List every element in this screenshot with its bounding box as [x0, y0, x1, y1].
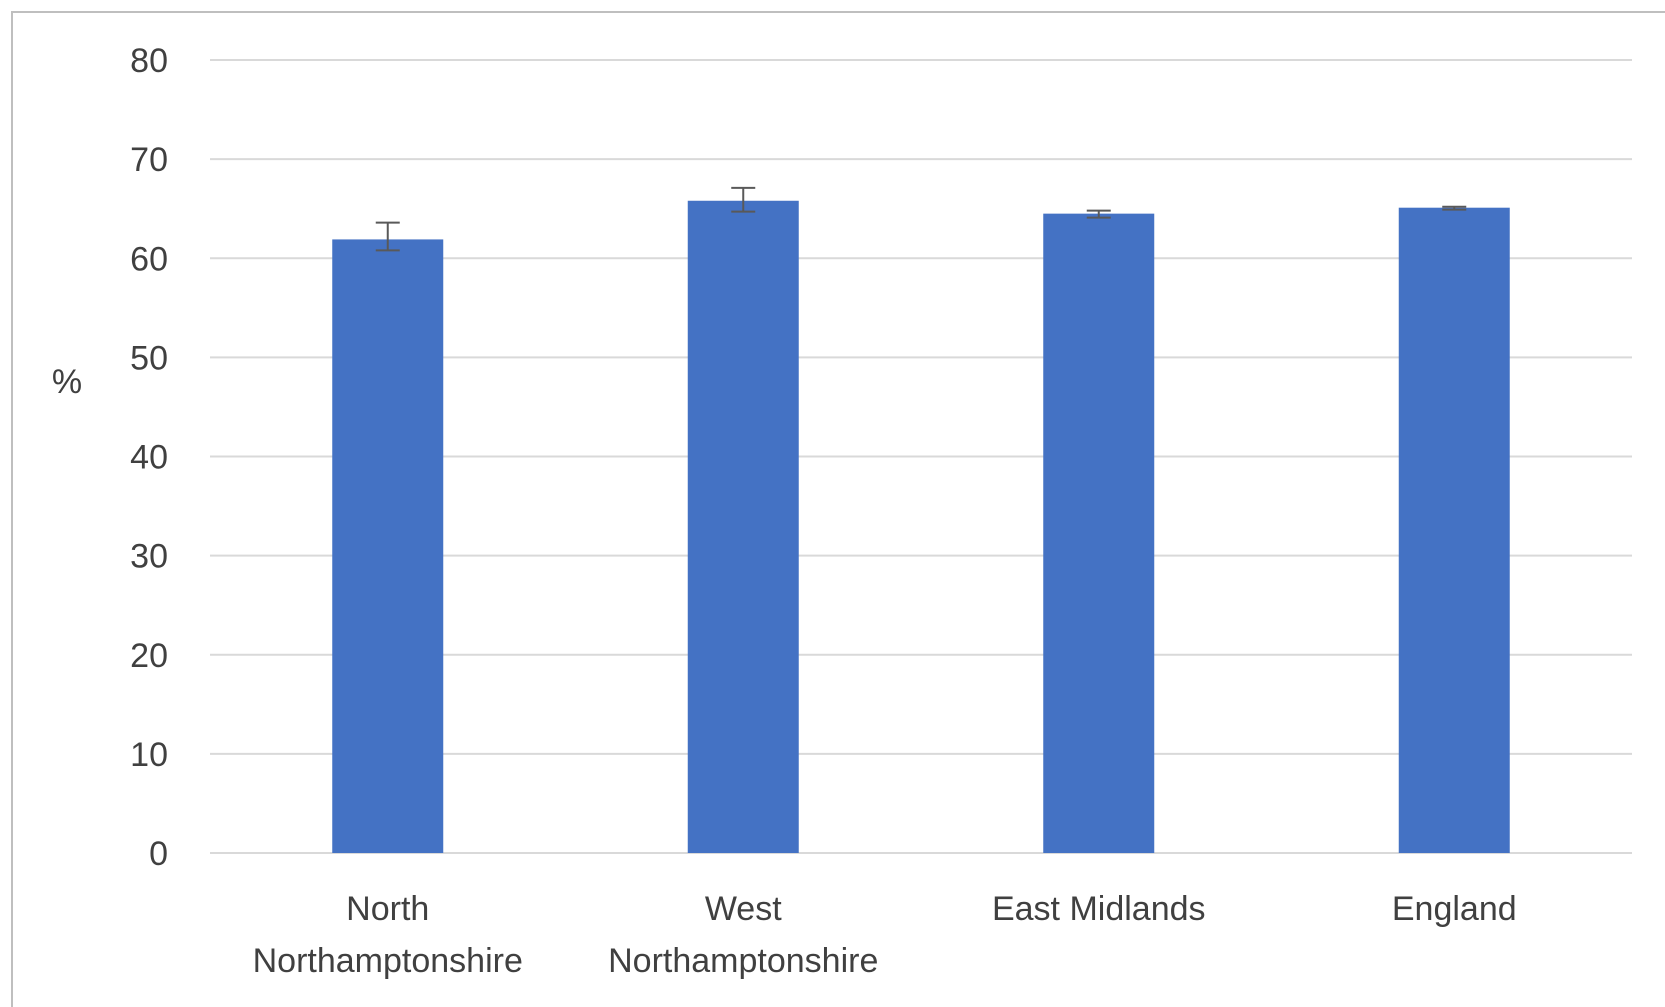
y-tick-label: 10 — [130, 736, 168, 774]
y-tick-label: 40 — [130, 439, 168, 477]
y-tick-label: 50 — [130, 339, 168, 377]
x-category-label-line: Northamptonshire — [608, 942, 878, 980]
gridlines — [210, 59, 1632, 854]
x-category-label-line: North — [346, 890, 429, 928]
x-category-label: North Northamptonshire — [253, 890, 523, 980]
y-axis-ticks: 0 10 20 30 40 50 60 70 80 — [130, 42, 168, 873]
bar — [1043, 213, 1155, 854]
y-tick-label: 60 — [130, 240, 168, 278]
x-category-label: West Northamptonshire — [608, 890, 878, 980]
x-category-label: East Midlands — [992, 890, 1206, 928]
x-category-label-line: East Midlands — [992, 890, 1206, 928]
bars — [332, 200, 1510, 854]
x-category-label-line: Northamptonshire — [253, 942, 523, 980]
error-bar — [1086, 209, 1111, 219]
error-bar — [731, 186, 756, 213]
chart-border — [11, 11, 1665, 1007]
y-tick-label: 30 — [130, 538, 168, 576]
y-tick-label: 0 — [149, 835, 168, 873]
bar — [332, 239, 444, 853]
y-axis-title: % — [52, 363, 82, 401]
error-bars — [375, 186, 1467, 252]
error-bar — [375, 221, 400, 252]
bar — [687, 200, 799, 853]
x-category-label: England — [1392, 890, 1517, 928]
error-bar — [1442, 205, 1467, 211]
bar — [1398, 207, 1510, 854]
y-tick-label: 70 — [130, 141, 168, 179]
y-tick-label: 80 — [130, 42, 168, 80]
x-category-label-line: West — [705, 890, 782, 928]
x-category-label-line: England — [1392, 890, 1517, 928]
x-axis-categories: North Northamptonshire West Northamptonshir… — [253, 890, 1517, 980]
y-tick-label: 20 — [130, 637, 168, 675]
